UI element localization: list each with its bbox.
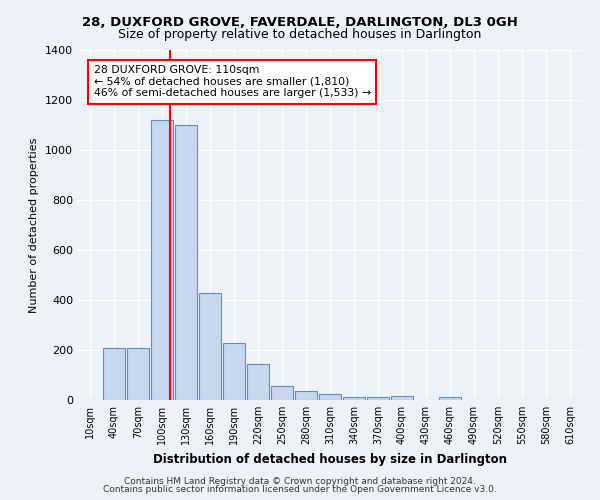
Bar — [247, 364, 269, 400]
Bar — [439, 397, 461, 400]
Bar — [295, 390, 317, 400]
Bar — [199, 292, 221, 400]
Text: Size of property relative to detached houses in Darlington: Size of property relative to detached ho… — [118, 28, 482, 41]
X-axis label: Distribution of detached houses by size in Darlington: Distribution of detached houses by size … — [153, 452, 507, 466]
Bar — [391, 396, 413, 400]
Bar — [271, 386, 293, 400]
Text: 28, DUXFORD GROVE, FAVERDALE, DARLINGTON, DL3 0GH: 28, DUXFORD GROVE, FAVERDALE, DARLINGTON… — [82, 16, 518, 29]
Bar — [103, 348, 125, 400]
Bar — [175, 125, 197, 400]
Bar — [367, 397, 389, 400]
Bar — [151, 120, 173, 400]
Bar — [223, 342, 245, 400]
Bar — [319, 394, 341, 400]
Bar — [127, 348, 149, 400]
Text: Contains public sector information licensed under the Open Government Licence v3: Contains public sector information licen… — [103, 485, 497, 494]
Y-axis label: Number of detached properties: Number of detached properties — [29, 138, 40, 312]
Text: Contains HM Land Registry data © Crown copyright and database right 2024.: Contains HM Land Registry data © Crown c… — [124, 477, 476, 486]
Text: 28 DUXFORD GROVE: 110sqm
← 54% of detached houses are smaller (1,810)
46% of sem: 28 DUXFORD GROVE: 110sqm ← 54% of detach… — [94, 65, 371, 98]
Bar — [343, 397, 365, 400]
